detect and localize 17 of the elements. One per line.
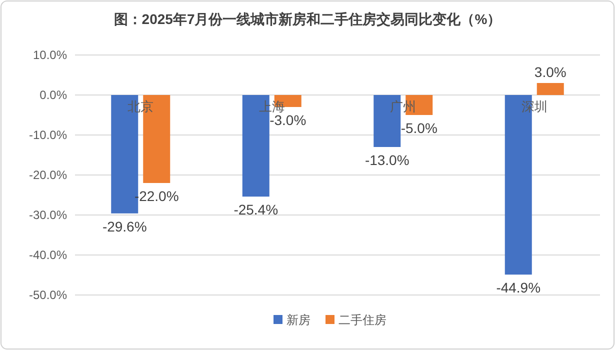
data-label: -3.0%	[270, 112, 306, 128]
data-label: -5.0%	[400, 120, 438, 136]
data-label: -44.9%	[496, 280, 541, 296]
data-label: -13.0%	[364, 152, 410, 168]
y-tick-label: -10.0%	[28, 128, 68, 142]
data-label: -29.6%	[102, 218, 147, 234]
chart-title: 图：2025年7月份一线城市新房和二手住房交易同比变化（%）	[114, 11, 502, 27]
y-tick-label: 0.0%	[40, 88, 68, 102]
y-tick-label: -30.0%	[28, 208, 68, 222]
legend-label: 新房	[286, 313, 310, 327]
data-label: 3.0%	[534, 64, 566, 80]
data-label: -25.4%	[234, 202, 278, 218]
y-tick-label: 10.0%	[32, 48, 68, 62]
y-tick-label: -20.0%	[28, 168, 68, 182]
legend-label: 二手住房	[338, 313, 386, 327]
y-tick-label: -40.0%	[28, 248, 68, 262]
y-tick-label: -50.0%	[28, 288, 68, 302]
